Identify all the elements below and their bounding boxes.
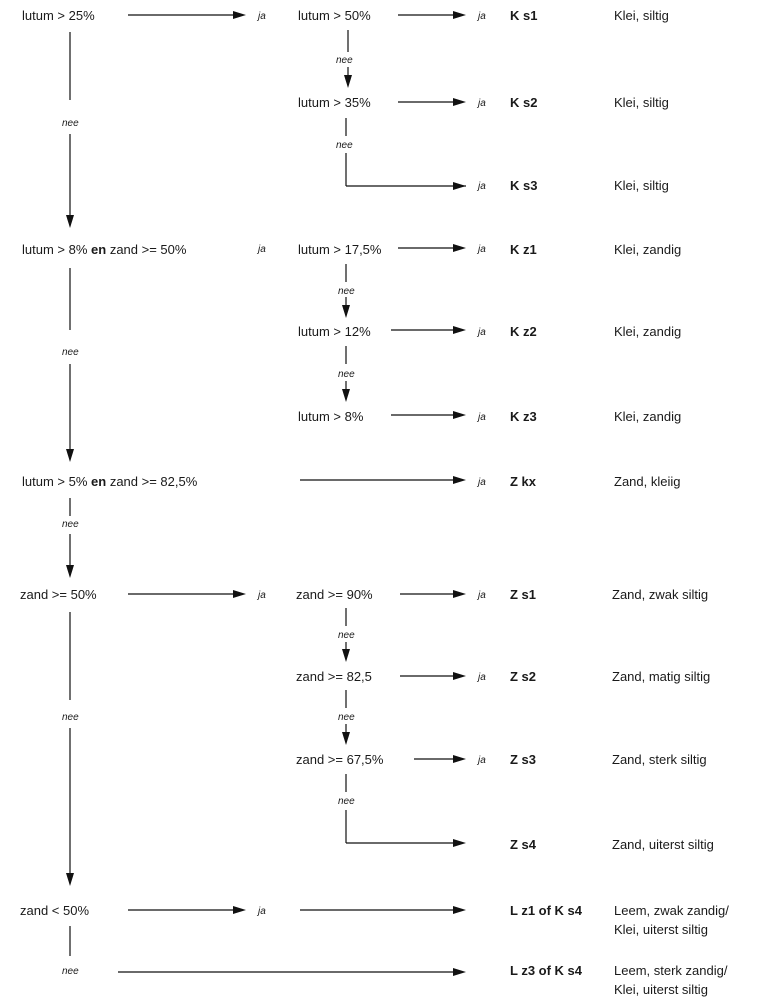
arrowhead-right (453, 244, 466, 252)
arrowhead-right (453, 755, 466, 763)
nee-label: nee (336, 140, 353, 151)
class-description: Klei, zandig (614, 242, 682, 257)
arrowhead-down (66, 215, 74, 228)
nee-label: nee (338, 630, 355, 641)
arrowhead-down (342, 389, 350, 402)
arrowhead-right (233, 590, 246, 598)
arrowhead-right (453, 968, 466, 976)
class-description-line2: Klei, uiterst siltig (614, 982, 708, 997)
nee-label: nee (62, 347, 79, 358)
ja-label: ja (478, 11, 486, 22)
nee-label: nee (338, 286, 355, 297)
class-description: Zand, zwak siltig (612, 587, 709, 602)
ja-label: ja (478, 181, 486, 192)
condition-lutum-50: lutum > 50% (298, 8, 371, 23)
nee-label: nee (338, 796, 355, 807)
class-description: Zand, sterk siltig (612, 752, 707, 767)
arrowhead-right (233, 906, 246, 914)
arrowhead-down (342, 732, 350, 745)
arrowhead-right (453, 11, 466, 19)
arrowhead-right (453, 839, 466, 847)
class-code: L z3 of K s4 (510, 963, 583, 978)
nee-label: nee (338, 712, 355, 723)
arrowhead-down (342, 305, 350, 318)
class-description: Klei, zandig (614, 324, 682, 339)
ja-label: ja (258, 590, 266, 601)
class-description: Klei, siltig (614, 178, 669, 193)
condition-zand-82-5: zand >= 82,5 (296, 669, 372, 684)
class-description: Zand, uiterst siltig (612, 837, 714, 852)
class-description: Leem, zwak zandig/ (614, 903, 729, 918)
arrowhead-right (453, 326, 466, 334)
arrowhead-right (453, 672, 466, 680)
condition-zand-50: zand >= 50% (20, 587, 97, 602)
arrowhead-down (342, 649, 350, 662)
arrowhead-down (66, 449, 74, 462)
nee-label: nee (62, 712, 79, 723)
condition-lutum-8-zand-50: lutum > 8% en zand >= 50% (22, 242, 187, 257)
nee-label: nee (338, 369, 355, 380)
condition-zand-lt-50: zand < 50% (20, 903, 90, 918)
class-code: K s1 (510, 8, 538, 23)
arrowhead-right (453, 590, 466, 598)
ja-label: ja (478, 98, 486, 109)
condition-lutum-12: lutum > 12% (298, 324, 371, 339)
class-description: Klei, siltig (614, 8, 669, 23)
class-description: Leem, sterk zandig/ (614, 963, 728, 978)
class-code: Z s3 (510, 752, 537, 767)
ja-label: ja (478, 327, 486, 338)
ja-label: ja (478, 477, 486, 488)
arrowhead-down (66, 565, 74, 578)
nee-label: nee (62, 519, 79, 530)
nee-label: nee (336, 55, 353, 66)
class-code: Z s4 (510, 837, 537, 852)
class-code: K s2 (510, 95, 538, 110)
class-code: Z s2 (510, 669, 537, 684)
condition-lutum-5-zand-82-5: lutum > 5% en zand >= 82,5% (22, 474, 198, 489)
condition-zand-67-5: zand >= 67,5% (296, 752, 384, 767)
nee-label: nee (62, 118, 79, 129)
arrowhead-down (344, 75, 352, 88)
condition-lutum-25: lutum > 25% (22, 8, 95, 23)
condition-lutum-8: lutum > 8% (298, 409, 364, 424)
ja-label: ja (478, 755, 486, 766)
class-description: Zand, kleiig (614, 474, 681, 489)
ja-label: ja (478, 590, 486, 601)
arrowhead-right (453, 476, 466, 484)
class-description-line2: Klei, uiterst siltig (614, 922, 708, 937)
arrowhead-down (66, 873, 74, 886)
ja-label: ja (258, 11, 266, 22)
condition-lutum-17-5: lutum > 17,5% (298, 242, 382, 257)
class-code: K z2 (510, 324, 537, 339)
arrowhead-right (453, 906, 466, 914)
class-description: Klei, siltig (614, 95, 669, 110)
arrowhead-right (453, 182, 466, 190)
class-code: K z3 (510, 409, 537, 424)
condition-lutum-35: lutum > 35% (298, 95, 371, 110)
ja-label: ja (478, 412, 486, 423)
condition-zand-90: zand >= 90% (296, 587, 373, 602)
arrowhead-right (453, 411, 466, 419)
arrowhead-right (233, 11, 246, 19)
ja-label: ja (478, 244, 486, 255)
class-code: K z1 (510, 242, 537, 257)
class-code: Z s1 (510, 587, 537, 602)
class-code: L z1 of K s4 (510, 903, 583, 918)
nee-label: nee (62, 966, 79, 977)
class-code: K s3 (510, 178, 538, 193)
ja-label: ja (478, 672, 486, 683)
arrowhead-right (453, 98, 466, 106)
ja-label: ja (258, 244, 266, 255)
class-code: Z kx (510, 474, 537, 489)
class-description: Zand, matig siltig (612, 669, 711, 684)
class-description: Klei, zandig (614, 409, 682, 424)
ja-label: ja (258, 906, 266, 917)
